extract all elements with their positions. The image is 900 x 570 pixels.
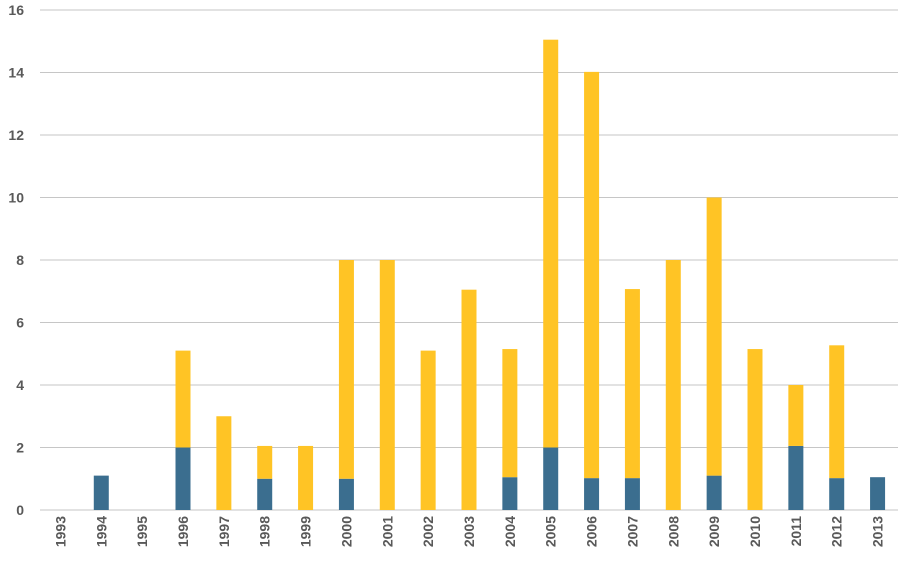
bar-segment-2008-1: [665, 260, 681, 510]
x-tick-label: 2005: [543, 516, 559, 547]
x-tick-label: 1994: [93, 516, 109, 547]
x-tick-label: 1993: [52, 516, 68, 547]
y-tick-label: 0: [16, 502, 24, 518]
bar-segment-1994-0: [93, 475, 109, 510]
bar-segment-2013-0: [870, 477, 886, 510]
x-axis-ticks: 1993 1994 1995 1996 1997 1998 1999 2000 2001 2002…: [52, 516, 885, 547]
bar-segment-1996-0: [175, 447, 191, 510]
bar-segment-2009-0: [706, 475, 722, 510]
y-tick-label: 2: [16, 440, 24, 456]
x-tick-label: 1998: [257, 516, 273, 547]
bar-segment-2000-1: [338, 260, 354, 479]
bar-segment-1998-1: [257, 445, 273, 479]
x-tick-label: 2012: [829, 516, 845, 547]
y-tick-label: 14: [8, 65, 24, 81]
bar-segment-2011-0: [788, 445, 804, 510]
bar-segment-1999-1: [298, 445, 314, 510]
bar-segment-2010-1: [747, 349, 763, 510]
bar-segment-1997-1: [216, 416, 232, 510]
y-tick-label: 4: [16, 377, 24, 393]
x-tick-label: 2007: [624, 516, 640, 547]
x-tick-label: 2002: [420, 516, 436, 547]
x-tick-label: 2003: [461, 516, 477, 547]
x-tick-label: 1996: [175, 516, 191, 547]
bar-segment-2007-1: [624, 289, 640, 479]
bar-segment-2000-0: [338, 478, 354, 510]
bar-segment-2004-1: [502, 349, 518, 478]
x-tick-label: 2010: [747, 516, 763, 547]
bar-segment-2004-0: [502, 477, 518, 510]
bar-segment-2005-0: [543, 447, 559, 510]
x-tick-label: 2011: [788, 516, 804, 547]
bar-segment-2006-0: [584, 478, 600, 510]
y-tick-label: 8: [16, 252, 24, 268]
bar-segment-2007-0: [624, 478, 640, 510]
bar-segment-2011-1: [788, 385, 804, 446]
x-tick-label: 1997: [216, 516, 232, 547]
bar-segment-1996-1: [175, 350, 191, 448]
y-tick-label: 16: [8, 2, 24, 18]
x-tick-label: 1999: [298, 516, 314, 547]
x-tick-label: 2001: [379, 516, 395, 547]
x-tick-label: 1995: [134, 516, 150, 547]
x-tick-label: 2013: [870, 516, 886, 547]
x-tick-label: 2000: [338, 516, 354, 547]
bar-segment-2012-0: [829, 478, 845, 510]
bar-segment-2003-1: [461, 289, 477, 510]
y-tick-label: 10: [8, 190, 24, 206]
bars: [93, 39, 886, 510]
x-tick-label: 2009: [706, 516, 722, 547]
bar-segment-2009-1: [706, 197, 722, 476]
y-axis-ticks: 0 2 4 6 8 10 12 14 16: [8, 2, 24, 518]
bar-segment-2012-1: [829, 345, 845, 479]
bar-segment-2006-1: [584, 71, 600, 479]
bar-segment-1998-0: [257, 478, 273, 510]
x-tick-label: 2008: [665, 516, 681, 547]
bar-segment-2005-1: [543, 39, 559, 448]
x-tick-label: 2004: [502, 516, 518, 547]
bar-segment-2001-1: [379, 260, 395, 510]
x-tick-label: 2006: [584, 516, 600, 547]
bar-segment-2002-1: [420, 350, 436, 510]
y-tick-label: 6: [16, 315, 24, 331]
y-tick-label: 12: [8, 127, 24, 143]
